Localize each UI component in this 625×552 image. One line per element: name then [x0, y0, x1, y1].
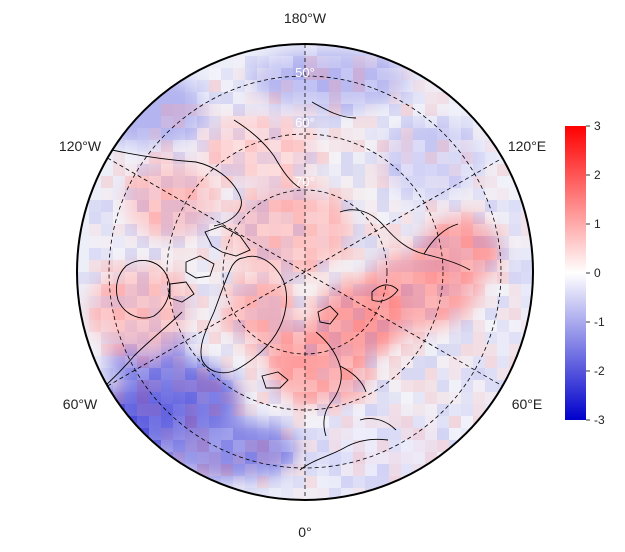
anomaly-region	[225, 275, 295, 345]
north-america-coast	[97, 149, 242, 393]
lon-label-60e: 60°E	[512, 396, 543, 412]
colorbar-ticks	[586, 125, 590, 421]
colorbar-ramp	[565, 126, 586, 420]
siberia-coast	[339, 209, 471, 271]
colorbar-tick-neg3: -3	[594, 413, 605, 427]
alaska-coast	[233, 101, 357, 189]
anomaly-region	[90, 265, 190, 355]
anomaly-region	[420, 215, 500, 285]
anomaly-region	[230, 185, 350, 275]
colorbar: 3 2 1 0 -1 -2 -3	[565, 119, 605, 427]
anomaly-region	[380, 120, 480, 200]
colorbar-tick-0: 0	[594, 266, 601, 280]
lat-label-60: 60°	[295, 115, 315, 130]
lon-label-0: 0°	[298, 524, 311, 540]
meridian-60w-120e	[107, 157, 503, 387]
anomaly-region	[310, 410, 450, 490]
lon-label-60w: 60°W	[63, 396, 98, 412]
coastlines	[97, 101, 471, 471]
svalbard-coast	[317, 305, 339, 325]
colorbar-tick-1: 1	[594, 217, 601, 231]
hudson-bay-coast	[115, 259, 170, 319]
anomaly-region	[250, 50, 410, 110]
novaya-zemlya-coast	[371, 284, 399, 302]
lon-label-180w: 180°W	[284, 10, 327, 26]
graticule	[107, 44, 503, 500]
europe-coast	[299, 418, 397, 471]
anomaly-region	[125, 160, 215, 240]
anomaly-region	[160, 420, 300, 480]
colorbar-tick-3: 3	[594, 119, 601, 133]
latitude-circle-50	[108, 75, 502, 469]
lon-label-120w: 120°W	[59, 138, 102, 154]
colorbar-tick-neg1: -1	[594, 315, 605, 329]
map-border	[76, 43, 534, 501]
lon-label-120e: 120°E	[508, 138, 546, 154]
scandinavia-coast	[315, 331, 367, 437]
colorbar-tick-neg2: -2	[594, 364, 605, 378]
lat-label-70: 70°	[295, 174, 315, 189]
colorbar-tick-2: 2	[594, 168, 601, 182]
lat-label-50: 50°	[295, 65, 315, 80]
iceland-coast	[261, 371, 289, 389]
canadian-archipelago	[169, 225, 251, 303]
anomaly-region	[200, 115, 320, 185]
latitude-circle-60	[166, 133, 444, 411]
meridian-120w-60e	[107, 157, 503, 387]
